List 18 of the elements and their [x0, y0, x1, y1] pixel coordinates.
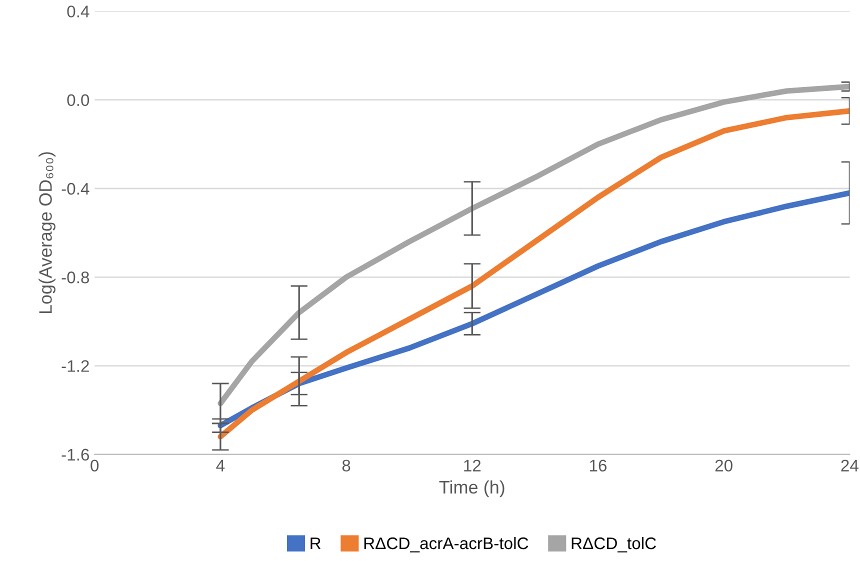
- x-tick-label: 0: [90, 460, 99, 472]
- x-tick-label: 20: [715, 460, 732, 472]
- x-tick-label: 16: [590, 460, 607, 472]
- x-tick-label: 4: [216, 460, 225, 472]
- legend-label: RΔCD_tolC: [572, 536, 656, 552]
- legend-label: RΔCD_acrA-acrB-tolC: [364, 536, 528, 552]
- x-tick-label: 12: [464, 460, 481, 472]
- x-axis-title: Time (h): [439, 480, 504, 498]
- y-tick-label: -0.8: [62, 272, 90, 284]
- legend-label: R: [310, 538, 321, 550]
- y-tick-label: 0.0: [67, 94, 90, 106]
- x-tick-label: 24: [841, 460, 858, 472]
- y-tick-label: 0.4: [67, 6, 90, 18]
- y-axis-title: Log(Average OD₆₀₀): [38, 152, 56, 314]
- y-tick-label: -0.4: [62, 182, 90, 195]
- y-tick-label: -1.2: [62, 360, 89, 372]
- x-tick-label: 8: [342, 460, 350, 472]
- y-tick-label: -1.6: [62, 448, 90, 461]
